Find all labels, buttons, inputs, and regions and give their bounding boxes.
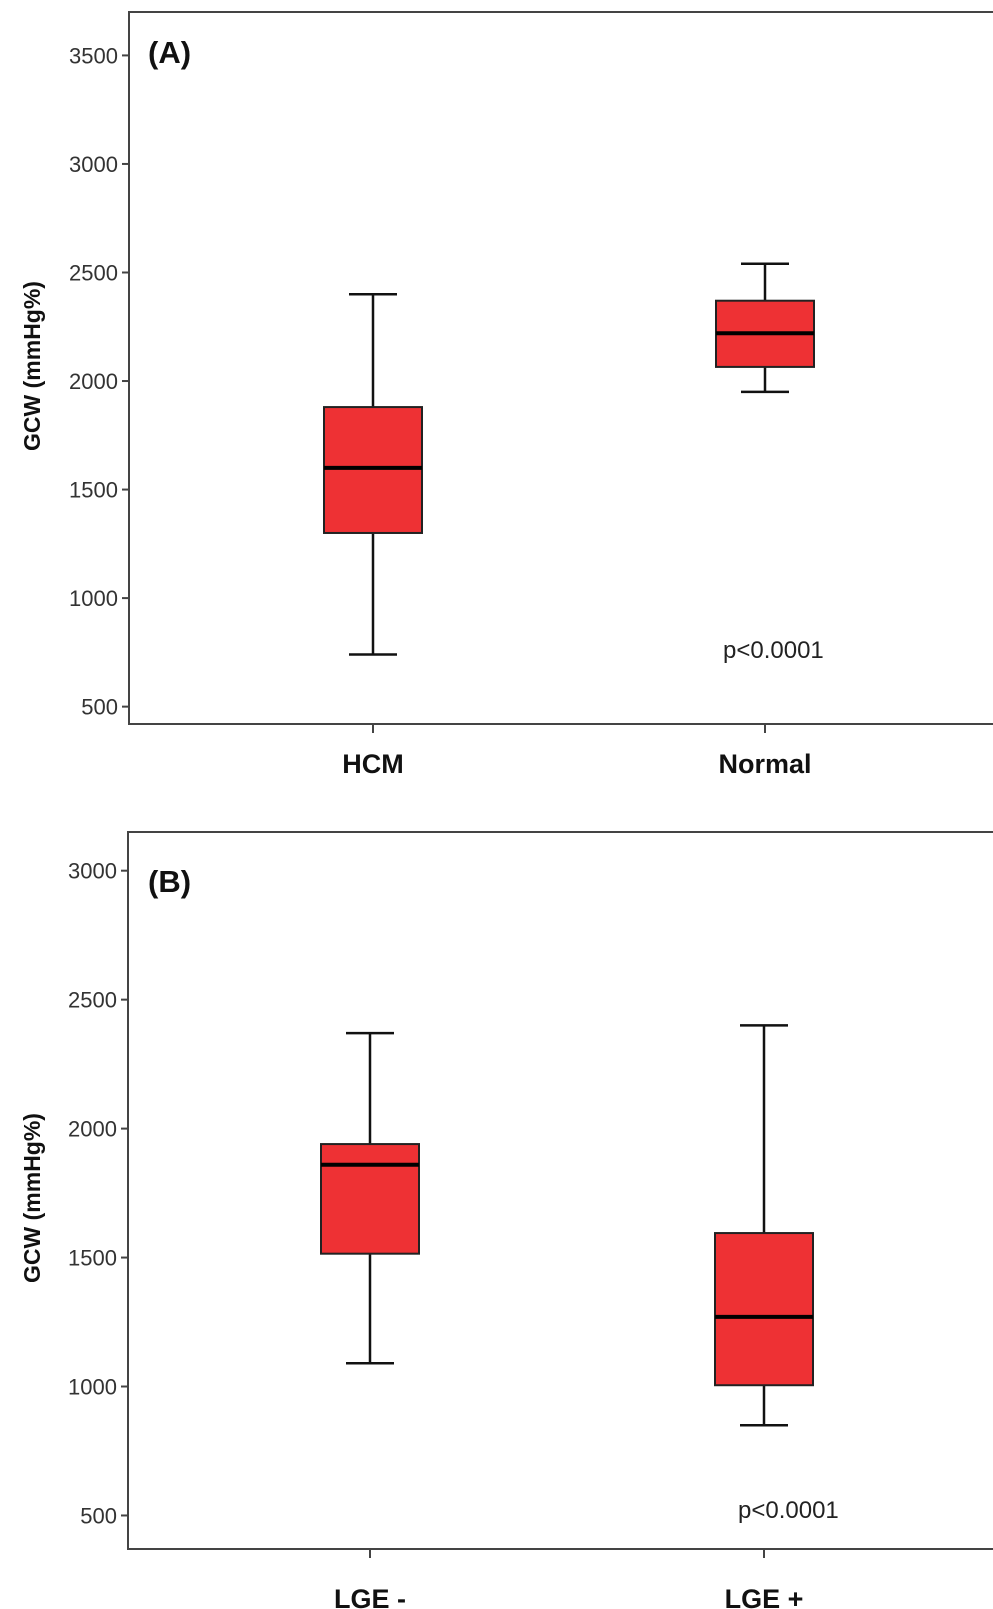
y-ticks-a: 500 1000 1500 2000 2500 3000 3500 <box>69 43 129 720</box>
panel-a: (A) GCW (mmHg%) 500 1000 1500 2000 2500 3000 3… <box>19 11 993 779</box>
y-tick-label: 1000 <box>69 586 118 611</box>
box-iqr <box>714 1232 814 1387</box>
panel-label-a: (A) <box>148 35 191 70</box>
x-categories-a: HCM Normal <box>342 724 812 779</box>
plot-frame-b <box>127 831 993 1550</box>
x-category-label: LGE + <box>725 1584 804 1609</box>
plot-frame-a <box>128 11 993 725</box>
y-tick-label: 2500 <box>69 260 118 285</box>
y-tick-label: 2000 <box>69 369 118 394</box>
boxes-a <box>323 262 815 656</box>
y-tick-label: 500 <box>80 1503 117 1528</box>
x-category-label: HCM <box>342 749 404 779</box>
y-tick-label: 1500 <box>69 478 118 503</box>
box-iqr <box>323 406 423 534</box>
x-category-label: Normal <box>718 749 811 779</box>
y-tick-label: 3000 <box>69 152 118 177</box>
y-tick-label: 2500 <box>68 988 117 1013</box>
y-tick-label: 1000 <box>68 1375 117 1400</box>
x-categories-b: LGE - LGE + <box>334 1549 803 1609</box>
panel-label-b: (B) <box>148 864 191 899</box>
y-ticks-b: 500 1000 1500 2000 2500 3000 <box>68 859 128 1528</box>
y-tick-label: 1500 <box>68 1246 117 1271</box>
y-tick-label: 2000 <box>68 1117 117 1142</box>
y-axis-label-b: GCW (mmHg%) <box>19 1113 45 1283</box>
p-value-annotation-b: p<0.0001 <box>738 1497 839 1524</box>
y-axis-label-a: GCW (mmHg%) <box>19 281 45 451</box>
y-tick-label: 3500 <box>69 43 118 68</box>
box-iqr <box>320 1143 420 1255</box>
panel-b: (B) GCW (mmHg%) 50010001500200025003000 … <box>19 831 993 1609</box>
boxes-b <box>320 1024 814 1427</box>
y-tick-label: 3000 <box>68 859 117 884</box>
x-category-label: LGE - <box>334 1584 406 1609</box>
y-tick-label: 500 <box>81 695 118 720</box>
p-value-annotation-a: p<0.0001 <box>723 637 824 664</box>
